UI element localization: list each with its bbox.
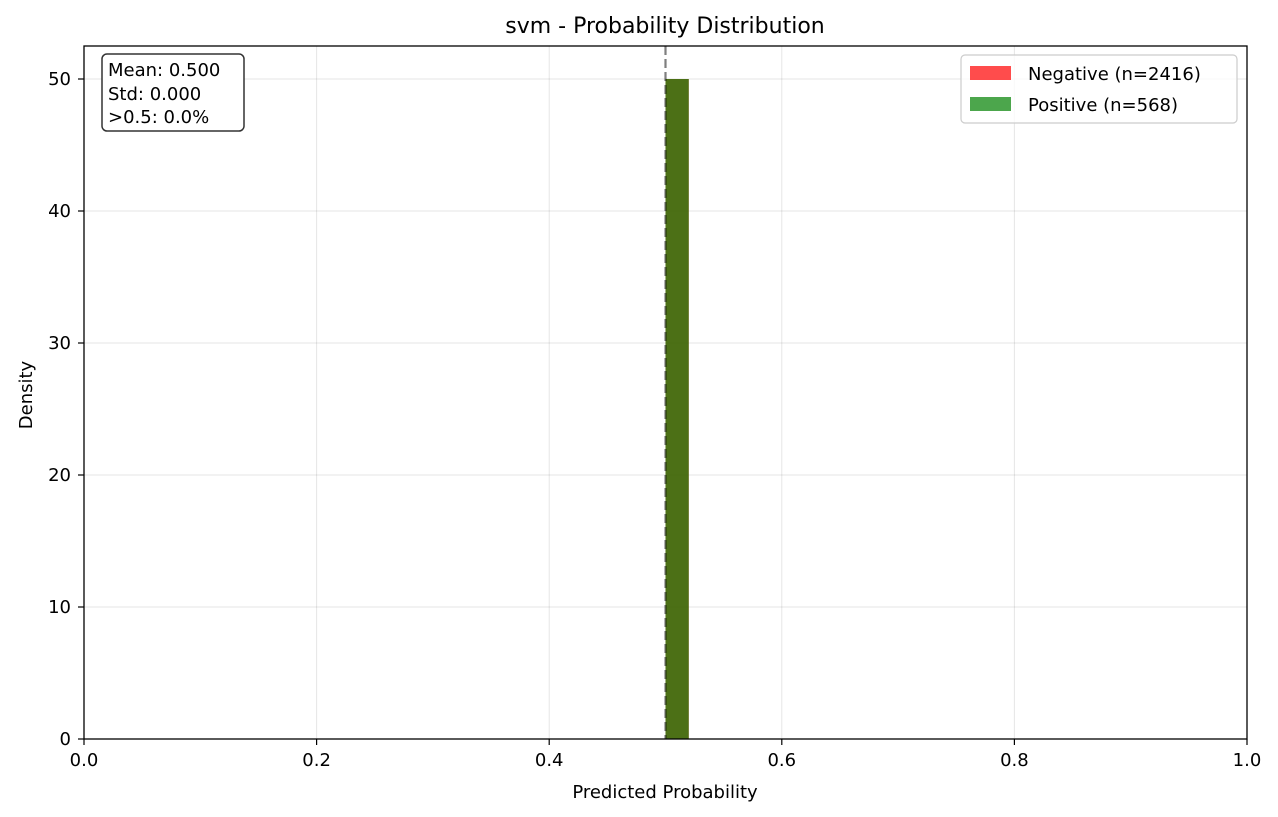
x-tick-label: 0.6 (767, 750, 796, 771)
legend-label-negative: Negative (n=2416) (1028, 64, 1201, 85)
y-tick-label: 10 (48, 597, 71, 618)
y-axis-label: Density (16, 360, 37, 429)
legend: Negative (n=2416) Positive (n=568) (960, 54, 1238, 124)
stats-annotation-box: Mean: 0.500 Std: 0.000 >0.5: 0.0% (101, 53, 245, 132)
x-tick-label: 0.4 (535, 750, 564, 771)
x-axis-label: Predicted Probability (572, 782, 758, 803)
legend-frame (960, 54, 1238, 124)
stats-above-threshold-text: >0.5: 0.0% (108, 107, 209, 128)
y-tick-label: 20 (48, 465, 71, 486)
stats-mean-text: Mean: 0.500 (108, 60, 220, 81)
x-tick-label: 1.0 (1233, 750, 1262, 771)
stats-box-frame (101, 53, 245, 132)
x-tick-label: 0.0 (70, 750, 99, 771)
stats-std-text: Std: 0.000 (108, 84, 201, 105)
histogram-bars (665, 79, 689, 739)
x-tick-label: 0.2 (302, 750, 331, 771)
y-tick-label: 40 (48, 201, 71, 222)
y-tick-label: 50 (48, 69, 71, 90)
x-tick-label: 0.8 (1000, 750, 1029, 771)
x-axis-ticks: 0.0 0.2 0.4 0.6 0.8 1.0 (70, 739, 1262, 771)
legend-swatch-negative (970, 66, 1011, 80)
chart-title: svm - Probability Distribution (505, 14, 824, 39)
y-tick-label: 0 (60, 729, 71, 750)
y-tick-label: 30 (48, 333, 71, 354)
histogram-bar-positive (665, 79, 689, 739)
legend-label-positive: Positive (n=568) (1028, 95, 1178, 116)
plot-frame (83, 45, 1248, 740)
legend-swatch-positive (970, 97, 1011, 111)
y-axis-ticks: 0 10 20 30 40 50 (48, 69, 84, 750)
